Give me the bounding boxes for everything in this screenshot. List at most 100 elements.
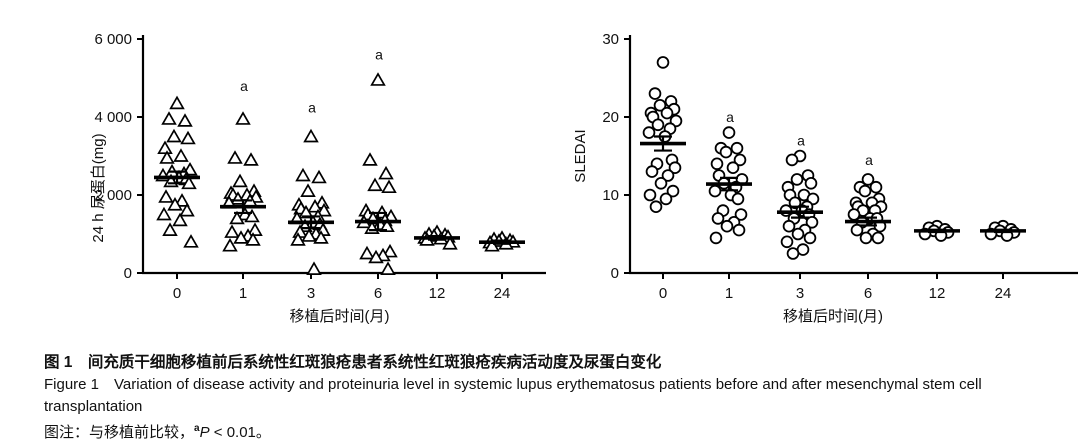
scatter-point-circle [653,99,667,112]
scatter-point-circle [659,192,673,206]
y-tick-label: 6 000 [94,31,132,48]
note-suffix: < 0.01。 [209,424,271,441]
scatter-group-24 [980,219,1026,242]
scatter-point-triangle [180,130,196,145]
scatter-point-triangle [247,222,263,236]
scatter-point-circle [648,87,662,100]
x-tick-label: 3 [796,285,804,302]
scatter-point-triangle [290,232,306,246]
scatter-point-triangle [174,193,190,207]
y-tick-label: 30 [602,31,619,48]
scatter-point-triangle [380,261,396,275]
scatter-point-circle [668,161,682,175]
scatter-point-circle [651,118,665,132]
scatter-point-triangle [224,224,240,238]
y-tick-label: 4 000 [94,109,132,126]
scatter-point-triangle [172,212,188,227]
chart-sledai: 0 10 20 30 0 1 3 6 12 24 SLEDAI 移植后时间(月) a a a [572,31,1078,325]
scatter-point-circle [869,180,883,194]
scatter-point-triangle [169,95,185,110]
significance-label: a [375,47,383,63]
y-axis-title: SLEDAI [572,129,589,182]
scatter-point-triangle [245,232,261,246]
x-tick-label: 1 [239,285,247,302]
scatter-group-12 [414,224,460,250]
scatter-point-circle [645,165,659,178]
scatter-point-circle [732,223,746,237]
scatter-point-circle [709,231,723,245]
y-tick-label: 20 [602,109,619,126]
scatter-point-triangle [229,210,245,225]
scatter-point-triangle [313,230,329,244]
scatter-point-triangle [303,128,319,143]
scatter-point-triangle [370,72,386,86]
caption-note: 图注：与移植前比较，aP < 0.01。 [44,418,1064,444]
scatter-point-triangle [233,230,249,244]
scatter-group-12 [914,219,960,242]
significance-label: a [308,99,316,115]
figure-charts: 0 2 000 4 000 6 000 0 1 3 6 12 24 24 h 尿蛋白(mg) 移植后时… [90,31,1078,325]
scatter-group-1: a [706,109,752,245]
scatter-point-triangle [382,243,398,258]
figure-caption: 图 1 间充质干细胞移植前后系统性红斑狼疮患者系统性红斑狼疮疾病活动度及尿蛋白变… [44,352,1064,444]
x-tick-label: 24 [995,285,1012,302]
scatter-point-triangle [381,179,397,194]
scatter-point-circle [731,192,745,206]
scatter-point-circle [666,184,680,198]
scatter-point-triangle [484,237,500,252]
scatter-point-circle [805,216,819,229]
x-tick-label: 0 [173,285,181,302]
scatter-point-triangle [235,111,251,125]
scatter-point-circle [730,141,744,155]
x-tick-label: 6 [864,285,872,302]
scatter-point-circle [710,157,724,171]
scatter-point-triangle [157,140,173,155]
y-tick-label: 2 000 [94,187,132,204]
scatter-point-circle [660,106,674,120]
scatter-point-triangle [179,202,195,217]
chart-proteinuria: 0 2 000 4 000 6 000 0 1 3 6 12 24 24 h 尿蛋白(mg) 移植后时… [90,31,546,325]
x-tick-label: 1 [725,285,733,302]
scatter-point-triangle [301,228,317,242]
scatter-point-circle [720,219,734,233]
x-tick-label: 6 [374,285,382,302]
scatter-group-3: a [777,132,823,260]
scatter-point-circle [804,177,818,190]
scatter-point-circle [643,188,657,202]
scatter-group-24 [479,230,525,252]
scatter-point-circle [661,169,675,182]
scatter-point-triangle [307,198,323,213]
scatter-group-0 [640,56,686,214]
scatter-point-triangle [367,177,383,192]
scatter-point-circle [642,126,656,139]
scatter-point-triangle [161,111,177,125]
scatter-point-triangle [177,113,193,127]
scatter-point-circle [850,223,864,237]
scatter-group-1: a [220,78,266,252]
scatter-point-triangle [232,173,248,188]
scatter-point-circle [656,56,670,69]
scatter-point-triangle [159,150,175,164]
scatter-point-triangle [173,148,189,162]
note-p-symbol: P [199,424,210,441]
scatter-group-0 [154,95,200,248]
scatter-point-triangle [166,128,182,143]
significance-label: a [726,109,734,125]
y-axis-title: 24 h 尿蛋白(mg) [90,133,107,242]
scatter-point-circle [654,177,668,190]
scatter-point-circle [859,231,873,245]
y-tick-label: 10 [602,187,619,204]
x-axis-title: 移植后时间(月) [783,308,883,325]
scatter-group-6: a [355,47,401,275]
x-tick-label: 24 [494,285,511,302]
scatter-point-circle [722,126,736,139]
scatter-point-triangle [156,206,172,221]
significance-label: a [797,132,805,148]
y-tick-label: 0 [611,265,619,282]
significance-label: a [865,152,873,168]
scatter-point-triangle [167,197,183,211]
scatter-point-circle [649,200,663,214]
scatter-point-circle [719,145,733,159]
scatter-point-circle [861,173,875,186]
